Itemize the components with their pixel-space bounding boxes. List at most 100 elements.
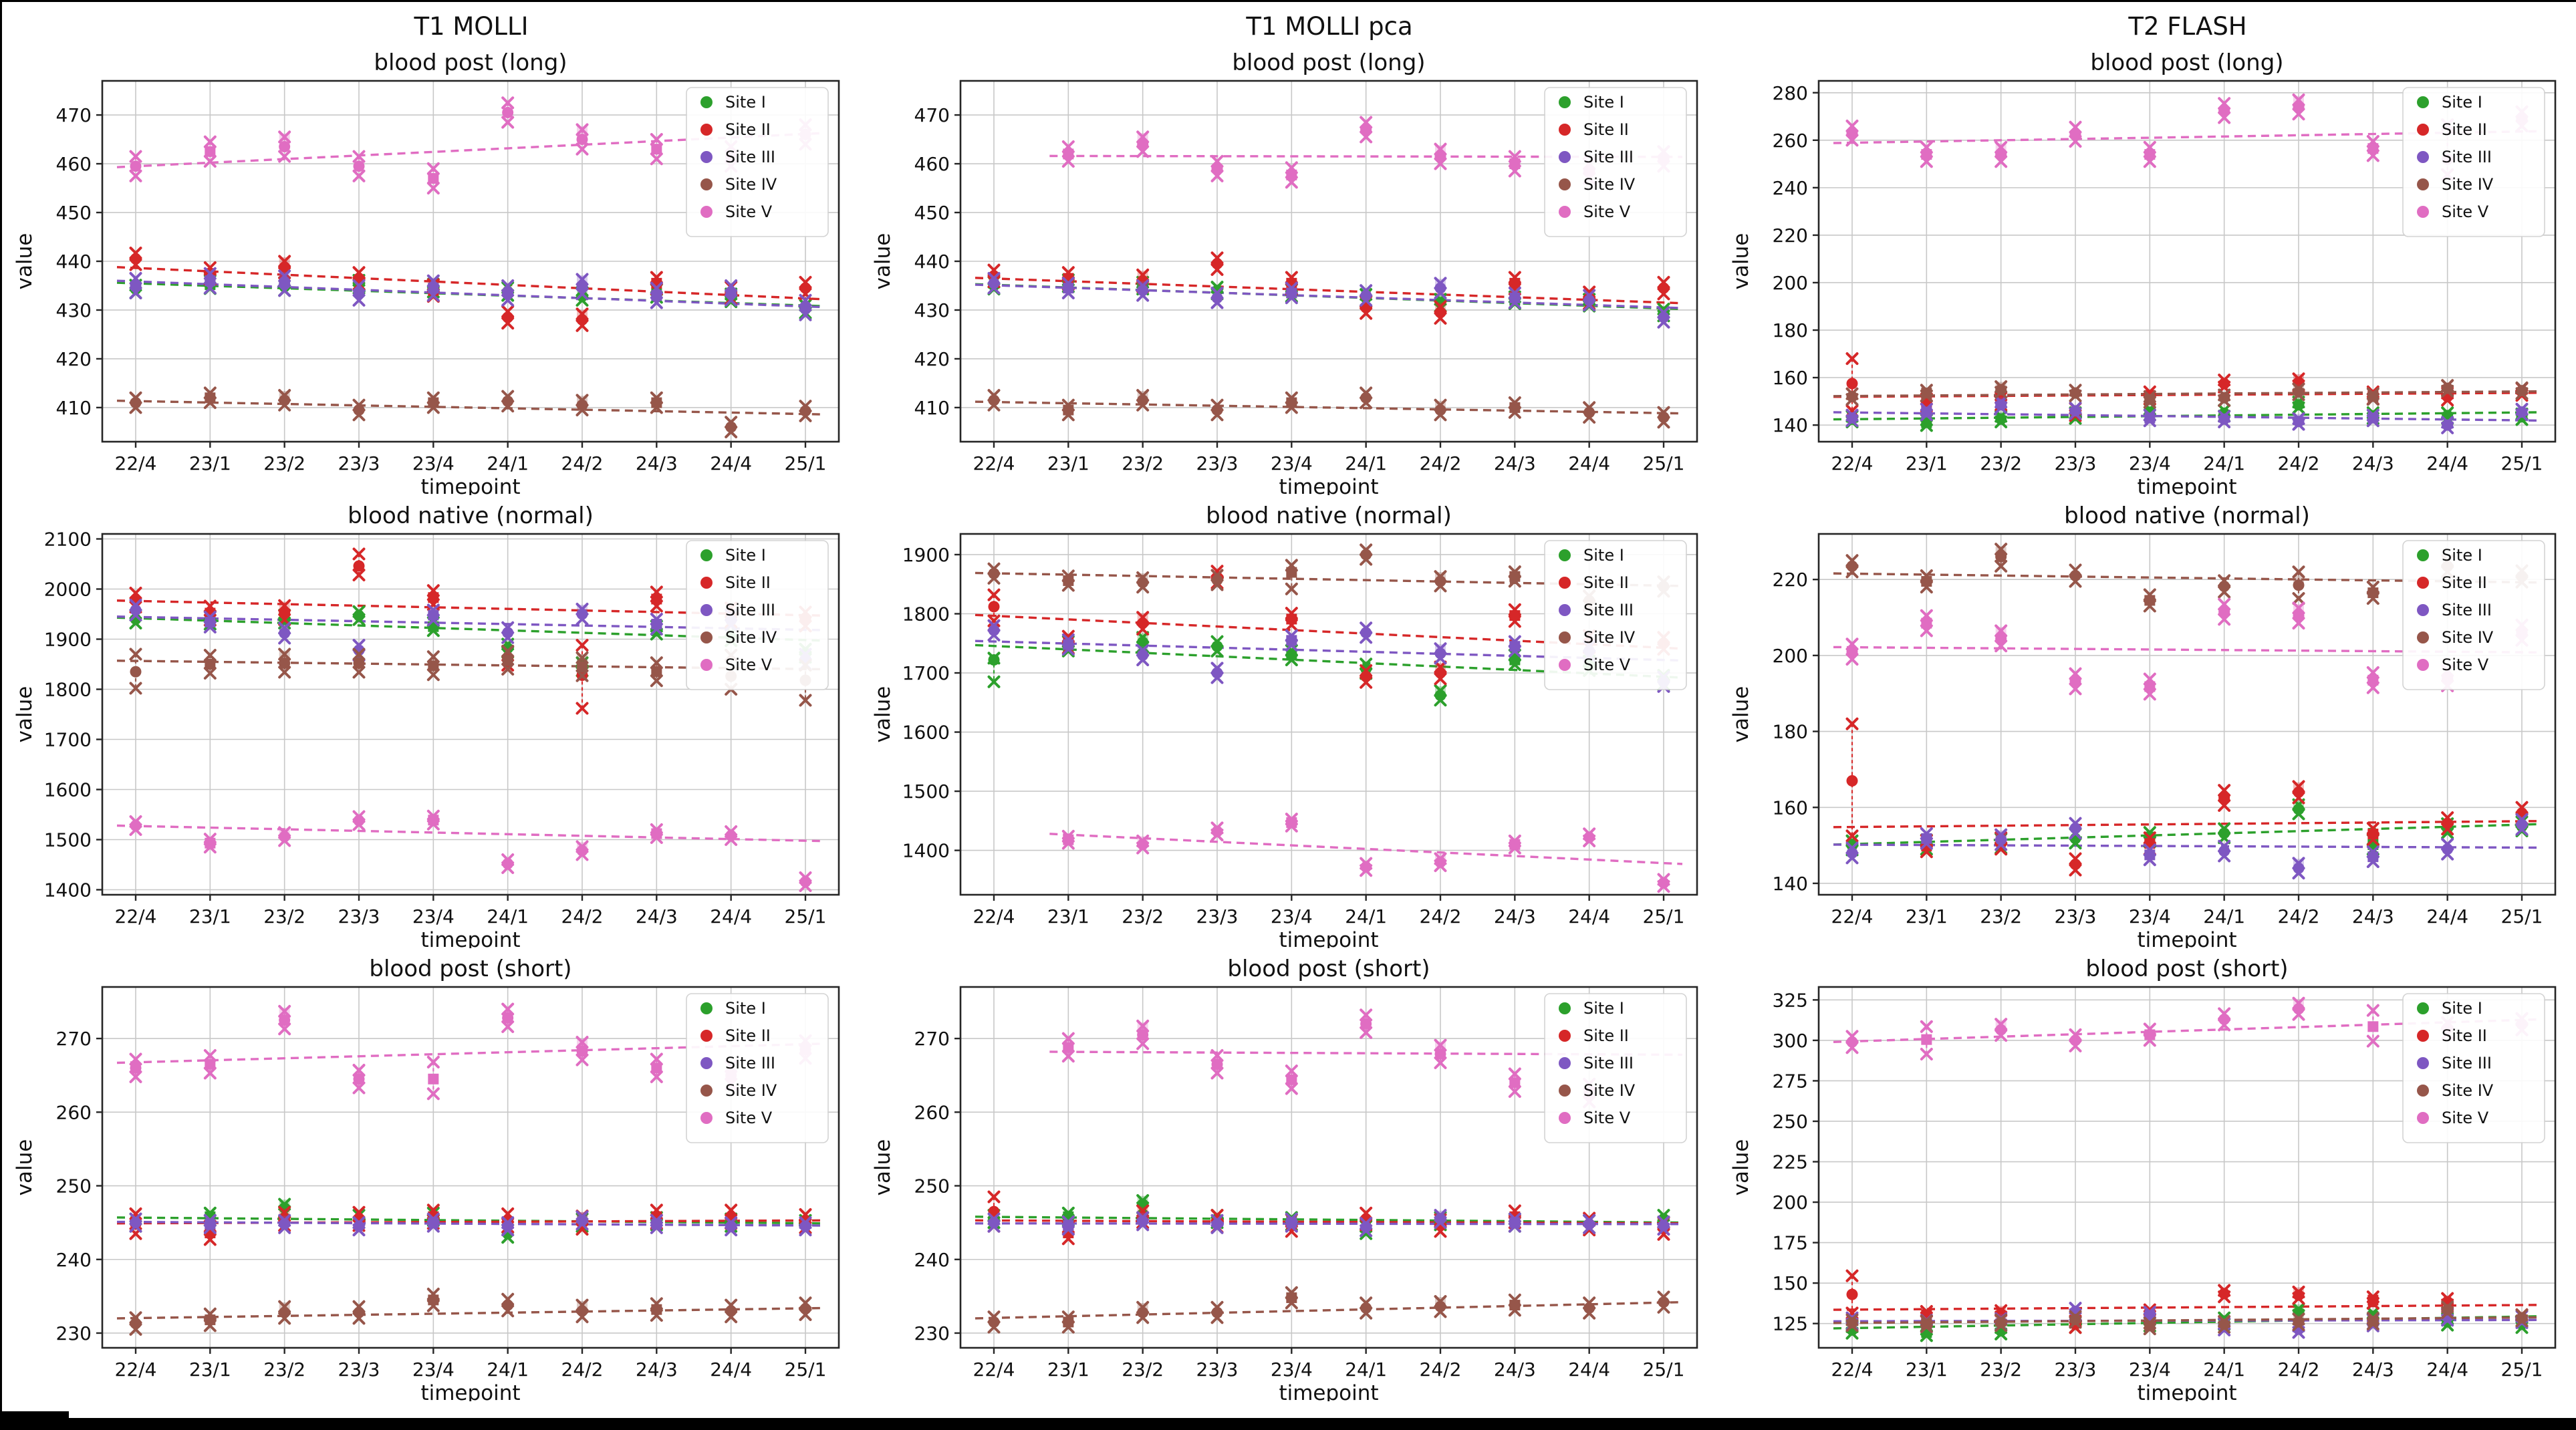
series-site-iii <box>129 1210 812 1237</box>
x-axis-label: timepoint <box>2137 1381 2236 1401</box>
x-tick-label: 22/4 <box>115 452 157 474</box>
x-tick-label: 23/1 <box>1906 1358 1948 1381</box>
circle-marker <box>988 1316 1000 1328</box>
x-tick-label: 23/2 <box>263 905 305 927</box>
circle-marker <box>1583 1302 1595 1314</box>
square-marker <box>2367 143 2379 154</box>
circle-marker <box>2069 676 2081 688</box>
x-marker <box>1136 1019 1150 1032</box>
square-marker <box>1286 397 1297 408</box>
circle-marker <box>130 1318 142 1330</box>
legend-label-site-v: Site V <box>2442 202 2489 221</box>
x-tick-label: 24/2 <box>561 452 604 474</box>
trend-site-iv <box>1833 1316 2541 1324</box>
circle-marker <box>2442 1304 2454 1316</box>
y-tick-label: 220 <box>1773 225 1808 247</box>
y-axis-label: value <box>1729 1139 1753 1196</box>
subplot-title: blood post (short) <box>1227 956 1430 982</box>
square-marker <box>428 609 439 621</box>
x-marker <box>352 1081 366 1095</box>
circle-marker <box>2516 406 2528 418</box>
x-marker <box>1285 1064 1298 1078</box>
figure-suptitle: T1 MOLLI pca <box>1246 12 1413 41</box>
x-marker <box>426 162 440 175</box>
x-marker <box>575 651 589 664</box>
y-tick-label: 275 <box>1773 1070 1808 1092</box>
legend-marker-site-i <box>700 96 713 108</box>
y-tick-label: 200 <box>1773 1191 1808 1213</box>
legend-marker-site-i <box>2417 549 2429 561</box>
x-marker <box>203 1048 217 1062</box>
series-site-ii <box>987 251 1670 325</box>
circle-marker <box>988 394 1000 406</box>
circle-marker <box>130 253 142 265</box>
circle-marker <box>1995 632 2007 644</box>
x-tick-label: 22/4 <box>1831 905 1874 927</box>
x-marker <box>501 1002 515 1016</box>
square-marker <box>205 617 216 627</box>
trend-lines <box>1833 130 2541 422</box>
circle-marker <box>1211 574 1223 586</box>
legend-label-site-iii: Site III <box>725 1054 775 1072</box>
circle-marker <box>279 607 291 619</box>
legend-marker-site-ii <box>1559 124 1571 136</box>
circle-marker <box>2069 387 2081 399</box>
circle-marker <box>502 627 514 639</box>
legend-marker-site-iii <box>1559 151 1571 163</box>
legend-label-site-iii: Site III <box>1583 601 1634 619</box>
x-marker <box>650 152 663 166</box>
x-marker <box>1920 1020 1933 1033</box>
y-tick-label: 125 <box>1773 1313 1808 1335</box>
series-site-ii <box>1845 717 2529 877</box>
circle-marker <box>1137 285 1149 297</box>
x-tick-label: 23/2 <box>1122 452 1164 474</box>
square-marker <box>2367 851 2379 863</box>
square-marker <box>1063 834 1074 845</box>
x-tick-label: 25/1 <box>2501 452 2543 474</box>
series-site-iii <box>987 1209 1670 1238</box>
y-tick-label: 250 <box>1773 1111 1808 1133</box>
square-marker <box>2367 1021 2379 1032</box>
y-tick-label: 450 <box>914 202 950 224</box>
y-tick-label: 420 <box>914 348 950 370</box>
square-marker <box>205 392 216 404</box>
legend: Site I Site II Site III Site IV Site V <box>1544 540 1687 690</box>
x-tick-label: 23/3 <box>1196 905 1239 927</box>
y-axis: 230 240 250 260 270 <box>914 1028 960 1344</box>
x-axis: 22/4 23/1 23/2 23/3 23/4 24/1 24/2 24/3 24/4 25/1 <box>973 895 1684 927</box>
x-marker <box>426 1087 440 1101</box>
legend-label-site-ii: Site II <box>1583 1026 1629 1045</box>
x-tick-label: 23/4 <box>412 452 455 474</box>
circle-marker <box>130 397 142 409</box>
x-marker <box>987 588 1001 601</box>
x-marker <box>2292 565 2305 579</box>
circle-marker <box>1846 378 1858 390</box>
plot-spines <box>1817 986 2557 1349</box>
x-tick-label: 23/1 <box>189 905 231 927</box>
legend-marker-site-iv <box>1559 178 1571 190</box>
x-axis-label: timepoint <box>1279 475 1378 495</box>
series-site-v <box>1061 813 1670 893</box>
legend-marker-site-iii <box>1559 1057 1571 1069</box>
square-marker <box>1921 388 1932 399</box>
legend-label-site-ii: Site II <box>2442 1026 2487 1045</box>
x-tick-label: 24/4 <box>1568 905 1610 927</box>
square-marker <box>1286 567 1297 578</box>
series-site-iii <box>1845 396 2529 434</box>
y-axis-label: value <box>1729 233 1753 290</box>
circle-marker <box>1846 127 1858 139</box>
x-tick-label: 23/3 <box>338 1358 380 1381</box>
square-marker <box>1921 149 1932 160</box>
x-marker <box>1136 1037 1150 1050</box>
x-marker <box>203 667 217 680</box>
x-tick-label: 23/3 <box>338 452 380 474</box>
legend-label-site-iii: Site III <box>1583 1054 1634 1072</box>
x-marker <box>2366 1034 2379 1048</box>
square-marker <box>1509 402 1521 413</box>
circle-marker <box>1360 1221 1372 1233</box>
legend-marker-site-ii <box>700 124 713 136</box>
circle-marker <box>1846 847 1858 859</box>
subplot-blood-post-long: 410 420 430 440 450 460 470 22/4 23/1 23/2 23/3 23/… <box>13 49 840 495</box>
circle-marker <box>1211 404 1223 416</box>
x-tick-label: 24/3 <box>1494 1358 1536 1381</box>
